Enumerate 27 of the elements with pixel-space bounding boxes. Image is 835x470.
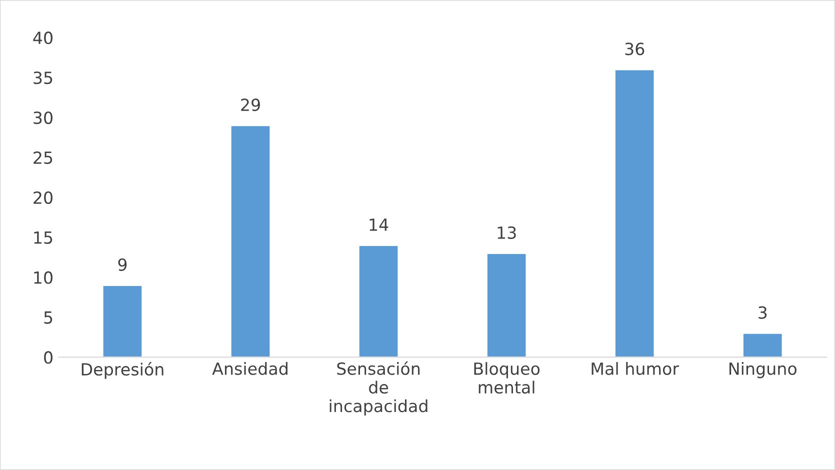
x-tick-label: Mal humor [592,362,680,375]
y-tick-label: 40 [33,32,52,44]
y-tick-label: 20 [34,191,52,204]
y-tick-label: 30 [34,111,52,124]
bar [102,284,144,358]
y-tick-label: 0 [44,351,52,364]
bar [486,252,528,358]
data-label: 36 [625,42,644,56]
bar [230,124,272,358]
data-label: 13 [498,226,516,239]
bar [358,244,400,358]
x-tick-label: Depresión [82,362,164,379]
x-tick-label: Ansiedad [212,362,288,375]
y-tick-label: 35 [34,72,52,84]
y-tick-label: 15 [34,232,52,244]
x-tick-label: Bloqueo mental [474,362,540,394]
bar [742,332,784,358]
y-tick-label: 10 [34,271,52,284]
x-tick-label: Sensación de incapacidad [330,361,428,416]
bar [614,68,656,358]
x-tick-label: Ninguno [729,362,797,378]
data-label: 29 [241,98,260,112]
data-label: 9 [118,258,127,271]
data-label: 14 [370,218,388,231]
y-tick-label: 25 [34,151,52,164]
y-tick-label: 5 [44,311,52,324]
data-label: 3 [758,306,767,319]
